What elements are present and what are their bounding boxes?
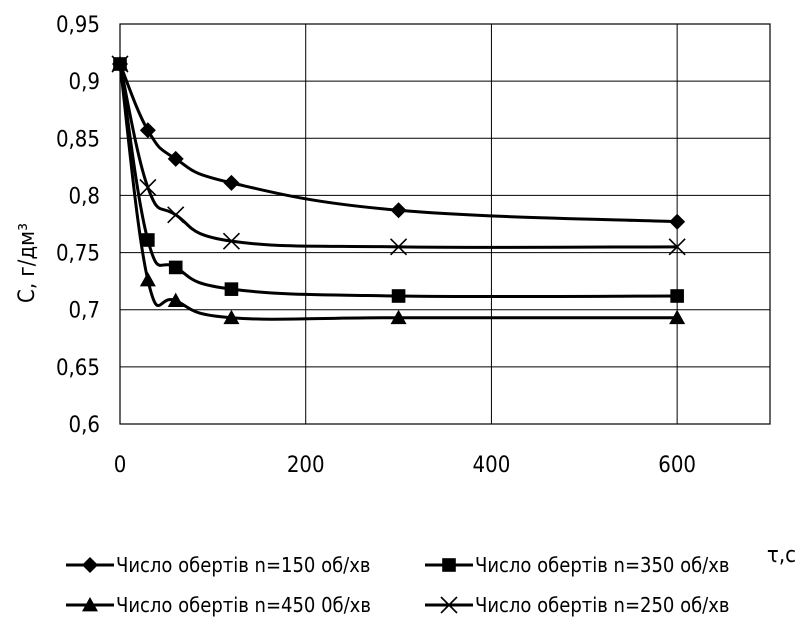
data-point-cross <box>668 238 686 256</box>
series-line <box>118 63 678 224</box>
data-point-triangle <box>669 309 686 325</box>
legend-marker-diamond <box>82 557 98 573</box>
legend-item: Число обертів n=450 0б/хв <box>66 593 371 617</box>
gridlines <box>119 23 771 425</box>
x-tick-label: 200 <box>287 453 325 478</box>
x-tick-label: 600 <box>658 453 696 478</box>
y-tick-label: 0,7 <box>69 299 100 324</box>
cross-stroke <box>111 55 129 73</box>
series-cross <box>111 55 686 256</box>
series-layer <box>111 55 686 325</box>
x-tick-label: 0 <box>114 453 127 478</box>
cross-stroke <box>440 596 458 614</box>
cross-stroke <box>390 238 408 256</box>
x-tick-labels: 0 200 400 600 <box>114 453 696 478</box>
data-point-triangle <box>390 309 407 325</box>
y-tick-label: 0,95 <box>56 13 100 38</box>
legend-label: Число обертів n=150 об/хв <box>116 553 370 577</box>
data-point-cross <box>139 178 157 196</box>
cross-stroke <box>139 178 157 196</box>
cross-stroke <box>222 232 240 250</box>
cross-stroke <box>167 206 185 224</box>
data-point-square <box>141 233 155 247</box>
data-point-diamond <box>167 150 184 167</box>
data-point-triangle <box>167 292 184 307</box>
data-point-cross <box>390 238 408 256</box>
data-point-cross <box>111 55 129 73</box>
data-point-diamond <box>390 202 407 219</box>
legend-marker-cross <box>440 596 458 614</box>
legend-label: Число обертів n=450 0б/хв <box>116 593 371 617</box>
data-point-square <box>670 289 684 303</box>
y-tick-labels: 0,6 0,65 0,7 0,75 0,8 0,85 0,9 0,95 <box>56 13 100 438</box>
data-point-square <box>168 260 183 275</box>
data-point-diamond <box>669 213 686 230</box>
legend-label: Число обертів n=350 об/хв <box>475 553 729 577</box>
y-tick-label: 0,9 <box>69 70 100 95</box>
legend-label: Число обертів n=250 об/хв <box>475 593 729 617</box>
data-point-cross <box>167 206 185 224</box>
plot-area-border <box>119 23 771 425</box>
series-diamond <box>112 56 686 230</box>
series-line <box>118 63 678 321</box>
y-tick-label: 0,75 <box>56 242 100 267</box>
series-square <box>113 57 684 303</box>
data-point-diamond <box>139 122 156 139</box>
series-line <box>118 63 678 299</box>
legend-item: Число обертів n=250 об/хв <box>425 593 729 617</box>
legend-item: Число обертів n=350 об/хв <box>425 553 729 577</box>
legend-marker-triangle <box>82 597 98 612</box>
data-point-triangle <box>223 309 240 325</box>
cross-stroke <box>668 238 686 256</box>
x-tick-label: 400 <box>473 453 511 478</box>
legend: Число обертів n=150 об/хв Число обертів n… <box>66 553 729 617</box>
data-point-diamond <box>223 174 240 191</box>
x-axis-title: τ,с <box>767 543 796 568</box>
data-point-cross <box>222 232 240 250</box>
y-tick-label: 0,65 <box>56 356 100 381</box>
y-tick-label: 0,8 <box>69 184 100 209</box>
series-triangle <box>112 56 686 325</box>
data-point-square <box>224 282 239 296</box>
y-tick-label: 0,85 <box>56 127 100 152</box>
legend-marker-square <box>442 558 456 572</box>
data-point-triangle <box>139 272 156 287</box>
y-tick-label: 0,6 <box>69 413 100 438</box>
legend-item: Число обертів n=150 об/хв <box>66 553 370 577</box>
y-axis-title: С, г/дм³ <box>15 223 40 303</box>
data-point-square <box>391 289 406 303</box>
